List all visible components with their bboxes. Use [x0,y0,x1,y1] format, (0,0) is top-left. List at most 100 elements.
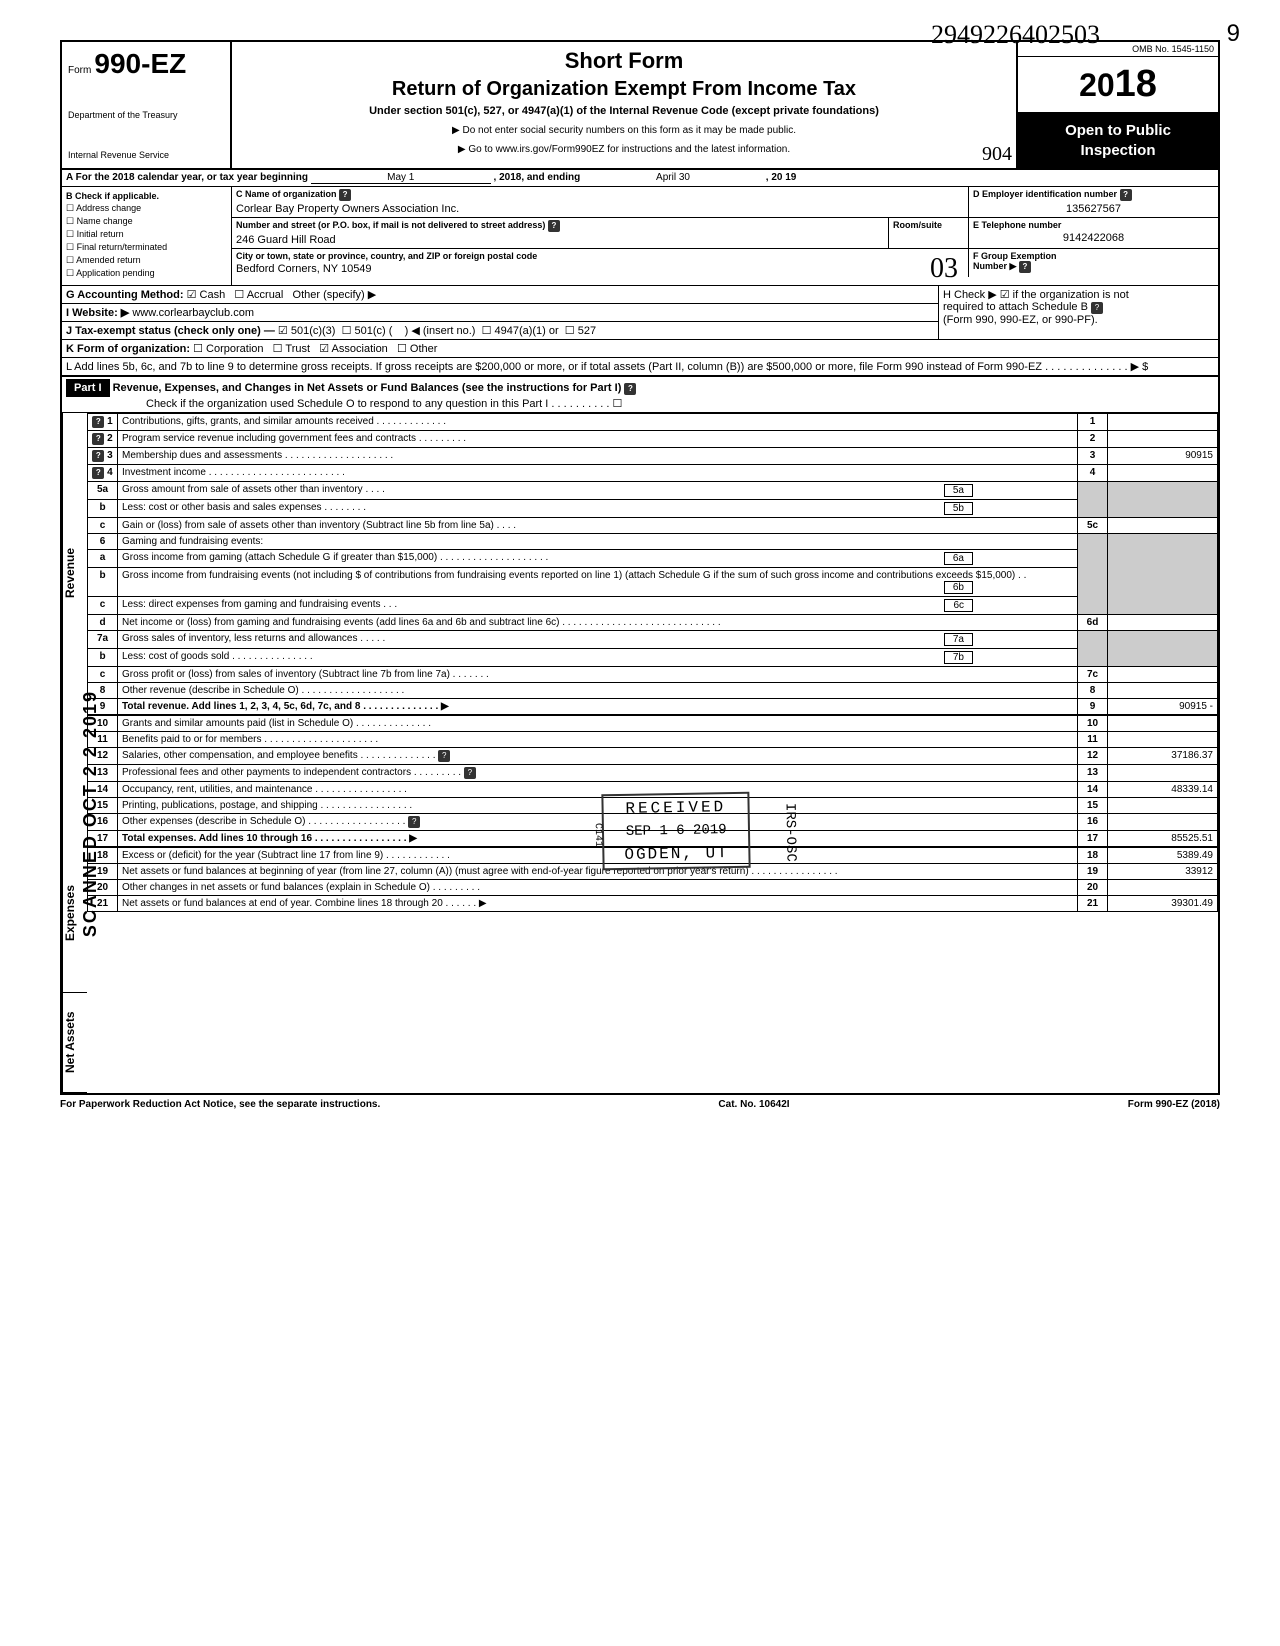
begin-date: May 1 [311,172,491,184]
line-2-desc: Program service revenue including govern… [118,431,1078,448]
cb-accrual[interactable]: Accrual [247,289,284,301]
part-1-check: Check if the organization used Schedule … [66,397,1214,410]
note-ssn: ▶ Do not enter social security numbers o… [238,125,1010,136]
lines-section: Revenue Expenses Net Assets ? 1Contribut… [62,413,1218,1093]
received-stamp: RECEIVED SEP 1 6 2019 OGDEN, UT [601,792,751,871]
cb-corp[interactable]: Corporation [206,343,263,355]
side-expenses: Expenses [62,833,87,993]
line-19-desc: Net assets or fund balances at beginning… [118,864,1078,880]
line-21-val: 39301.49 [1108,896,1218,912]
footer-right: Form 990-EZ (2018) [1128,1099,1220,1110]
open-public-2: Inspection [1080,142,1155,159]
cb-final-return[interactable]: Final return/terminated [66,242,227,253]
footer-left: For Paperwork Reduction Act Notice, see … [60,1099,380,1110]
section-e-label: E Telephone number [973,220,1214,230]
line-5a-desc: Gross amount from sale of assets other t… [122,484,385,495]
cb-other-org[interactable]: Other [410,343,438,355]
form-label: Form [68,65,91,76]
room-label: Room/suite [893,220,964,230]
line-10-desc: Grants and similar amounts paid (list in… [118,715,1078,732]
side-net-assets: Net Assets [62,993,87,1093]
cb-cash[interactable]: Cash [187,289,226,301]
line-3-desc: Membership dues and assessments . . . . … [118,448,1078,465]
line-6d-val [1108,615,1218,631]
section-b-label: B Check if applicable. [66,191,159,201]
cb-name-change[interactable]: Name change [66,216,227,227]
help-icon[interactable]: ? [1120,189,1132,201]
footer-center: Cat. No. 10642I [718,1099,789,1110]
line-17-val: 85525.51 [1108,831,1218,848]
line-6c-desc: Less: direct expenses from gaming and fu… [122,599,397,610]
line-9-desc: Total revenue. Add lines 1, 2, 3, 4, 5c,… [122,701,449,712]
line-4-val [1108,465,1218,482]
line-6a-desc: Gross income from gaming (attach Schedul… [122,552,548,563]
line-5c-val [1108,518,1218,534]
help-icon[interactable]: ? [339,189,351,201]
line-4-desc: Investment income . . . . . . . . . . . … [118,465,1078,482]
help-icon[interactable]: ? [1019,261,1031,273]
side-revenue: Revenue [62,413,87,833]
line-7c-val [1108,667,1218,683]
footer: For Paperwork Reduction Act Notice, see … [60,1095,1220,1114]
cb-4947[interactable]: 4947(a)(1) or [494,325,558,337]
section-l: L Add lines 5b, 6c, and 7b to line 9 to … [62,358,1218,377]
line-18-desc: Excess or (deficit) for the year (Subtra… [118,847,1078,864]
tax-year: 2018 [1018,57,1218,113]
line-10-val [1108,715,1218,732]
line-13-val [1108,765,1218,782]
sections-b-to-f: B Check if applicable. Address change Na… [62,187,1218,286]
return-title: Return of Organization Exempt From Incom… [238,78,1010,101]
cb-501c3[interactable]: 501(c)(3) [291,325,336,337]
section-k-label: K Form of organization: [66,343,190,355]
line-17-desc: Total expenses. Add lines 10 through 16 … [122,833,417,844]
cb-initial-return[interactable]: Initial return [66,229,227,240]
section-f-label2: Number ▶ [973,261,1016,271]
line-1-val [1108,414,1218,431]
year-prefix: 20 [1079,67,1115,103]
end-date: April 30 [583,172,763,183]
line-7a-desc: Gross sales of inventory, less returns a… [122,633,385,644]
help-icon[interactable]: ? [438,750,450,762]
help-icon[interactable]: ? [464,767,476,779]
help-icon[interactable]: ? [92,416,104,428]
line-7b-desc: Less: cost of goods sold . . . . . . . .… [122,651,313,662]
cb-trust[interactable]: Trust [285,343,310,355]
line-8-desc: Other revenue (describe in Schedule O) .… [118,683,1078,699]
stamp-date: SEP 1 6 2019 [624,822,729,840]
help-icon[interactable]: ? [408,816,420,828]
org-name: Corlear Bay Property Owners Association … [236,203,964,215]
handwritten-904: 904 [982,143,1012,166]
ein: 135627567 [973,203,1214,215]
section-d-label: D Employer identification number [973,189,1117,199]
help-icon[interactable]: ? [92,467,104,479]
section-j-label: J Tax-exempt status (check only one) — [66,325,275,337]
page-number: 9 [1227,20,1240,48]
open-public-1: Open to Public [1065,122,1171,139]
cb-527[interactable]: 527 [578,325,596,337]
addr-label: Number and street (or P.O. box, if mail … [236,220,545,230]
cb-amended[interactable]: Amended return [66,255,227,266]
line-20-desc: Other changes in net assets or fund bala… [118,880,1078,896]
cb-501c[interactable]: 501(c) ( [355,325,393,337]
help-icon[interactable]: ? [624,383,636,395]
line-5c-desc: Gain or (loss) from sale of assets other… [118,518,1078,534]
stamp-c141: C141 [592,823,603,847]
help-icon[interactable]: ? [548,220,560,232]
cb-other-method[interactable]: Other (specify) ▶ [293,289,377,301]
line-18-val: 5389.49 [1108,847,1218,864]
help-icon[interactable]: ? [1091,302,1103,314]
section-h-label1: H Check ▶ ☑ if the organization is not [943,288,1214,301]
phone: 9142422068 [973,232,1214,244]
cb-address-change[interactable]: Address change [66,203,227,214]
help-icon[interactable]: ? [92,450,104,462]
line-16-desc: Other expenses (describe in Schedule O) … [122,816,405,827]
help-icon[interactable]: ? [92,433,104,445]
cb-pending[interactable]: Application pending [66,268,227,279]
end-year: , 20 19 [766,172,797,183]
dept-treasury: Department of the Treasury [68,110,224,120]
cb-assoc[interactable]: Association [332,343,388,355]
line-1-desc: Contributions, gifts, grants, and simila… [118,414,1078,431]
section-b: B Check if applicable. Address change Na… [62,187,232,285]
line-6d-desc: Net income or (loss) from gaming and fun… [118,615,1078,631]
form-number: 990-EZ [94,48,186,79]
